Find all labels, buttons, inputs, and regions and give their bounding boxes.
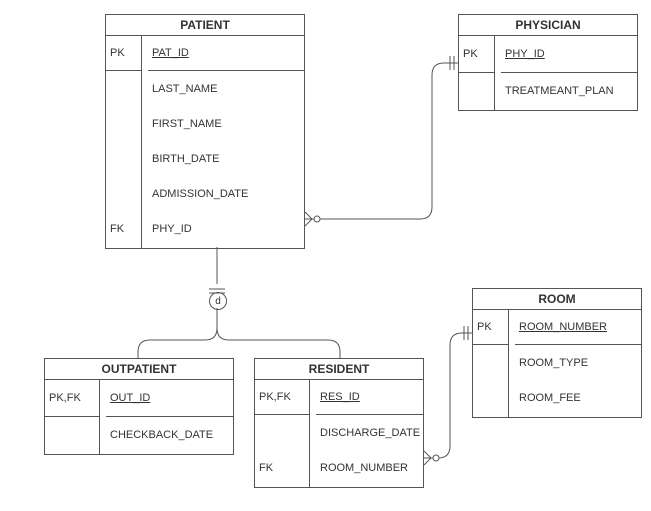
connector-line	[424, 333, 472, 458]
key-column: PK,FK	[45, 380, 100, 454]
attr-cell: FIRST_NAME	[148, 106, 304, 141]
entity-title: PHYSICIAN	[459, 15, 637, 36]
connector-line	[305, 63, 458, 219]
attr-column: RES_IDDISCHARGE_DATEROOM_NUMBER	[310, 380, 424, 487]
key-cell	[106, 141, 141, 176]
key-cell	[106, 71, 141, 106]
cardinality-icon	[424, 451, 439, 465]
attr-cell: ROOM_NUMBER	[515, 310, 641, 345]
attr-cell: ROOM_TYPE	[515, 345, 641, 380]
attr-cell: PHY_ID	[501, 36, 637, 73]
entity-title: RESIDENT	[255, 359, 423, 380]
key-cell: PK	[106, 36, 141, 71]
cardinality-icon	[305, 212, 320, 226]
key-cell: FK	[255, 451, 309, 486]
entity-title: ROOM	[473, 289, 641, 310]
entity-room: ROOM PK ROOM_NUMBERROOM_TYPEROOM_FEE	[472, 288, 642, 418]
key-cell	[106, 106, 141, 141]
key-cell: PK	[459, 36, 494, 73]
key-cell	[106, 177, 141, 212]
attr-column: OUT_IDCHECKBACK_DATE	[100, 380, 233, 454]
entity-physician: PHYSICIAN PK PHY_IDTREATMEANT_PLAN	[458, 14, 638, 111]
key-column: PK,FK FK	[255, 380, 310, 487]
key-column: PK	[473, 310, 509, 417]
attr-cell: ROOM_FEE	[515, 381, 641, 416]
attr-cell: PAT_ID	[148, 36, 304, 71]
attr-cell: TREATMEANT_PLAN	[501, 73, 637, 110]
entity-title: PATIENT	[106, 15, 304, 36]
attr-cell: RES_ID	[316, 380, 424, 415]
attr-cell: OUT_ID	[106, 380, 233, 417]
specialization-d-icon: d	[209, 292, 227, 310]
attr-cell: ADMISSION_DATE	[148, 177, 304, 212]
key-cell	[473, 345, 508, 380]
key-cell: PK,FK	[45, 380, 99, 417]
connector-line	[217, 308, 340, 358]
er-diagram-canvas: PATIENT PK FK PAT_IDLAST_NAMEFIRST_NAMEBI…	[0, 0, 651, 511]
attr-column: ROOM_NUMBERROOM_TYPEROOM_FEE	[509, 310, 641, 417]
key-cell	[45, 417, 99, 454]
attr-cell: BIRTH_DATE	[148, 141, 304, 176]
cardinality-icon	[464, 326, 468, 340]
attr-cell: CHECKBACK_DATE	[106, 417, 233, 454]
attr-cell: ROOM_NUMBER	[316, 451, 424, 486]
entity-title: OUTPATIENT	[45, 359, 233, 380]
key-cell	[473, 381, 508, 416]
key-column: PK	[459, 36, 495, 110]
key-cell: PK	[473, 310, 508, 345]
attr-cell: PHY_ID	[148, 212, 304, 247]
attr-column: PHY_IDTREATMEANT_PLAN	[495, 36, 637, 110]
entity-resident: RESIDENT PK,FK FK RES_IDDISCHARGE_DATEROO…	[254, 358, 424, 488]
specialization-label: d	[215, 296, 221, 307]
key-cell	[255, 415, 309, 450]
key-cell	[459, 73, 494, 110]
attr-cell: DISCHARGE_DATE	[316, 415, 424, 450]
key-cell: FK	[106, 212, 141, 247]
entity-patient: PATIENT PK FK PAT_IDLAST_NAMEFIRST_NAMEBI…	[105, 14, 305, 249]
attr-column: PAT_IDLAST_NAMEFIRST_NAMEBIRTH_DATEADMIS…	[142, 36, 304, 248]
key-column: PK FK	[106, 36, 142, 248]
entity-outpatient: OUTPATIENT PK,FK OUT_IDCHECKBACK_DATE	[44, 358, 234, 455]
key-cell: PK,FK	[255, 380, 309, 415]
attr-cell: LAST_NAME	[148, 71, 304, 106]
connector-line	[138, 308, 217, 358]
cardinality-icon	[450, 56, 454, 70]
